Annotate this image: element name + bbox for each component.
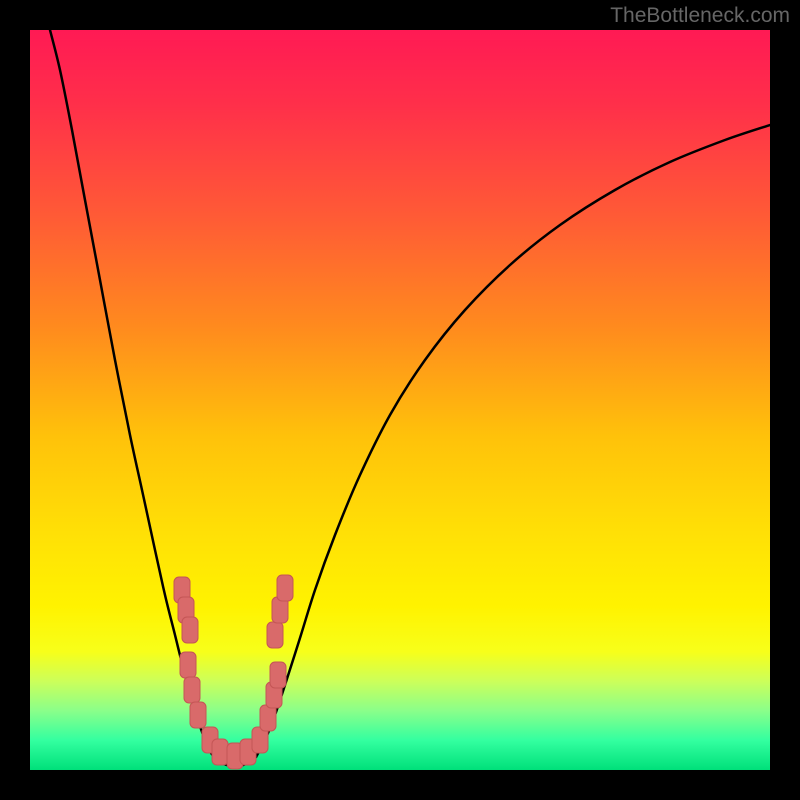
data-marker (180, 652, 196, 678)
data-marker (182, 617, 198, 643)
data-marker (184, 677, 200, 703)
data-marker (260, 705, 276, 731)
data-marker (267, 622, 283, 648)
plot-svg (30, 30, 770, 770)
data-marker (277, 575, 293, 601)
chart-frame: TheBottleneck.com (0, 0, 800, 800)
data-marker (190, 702, 206, 728)
data-marker (212, 739, 228, 765)
data-marker (270, 662, 286, 688)
watermark-text: TheBottleneck.com (610, 4, 790, 28)
